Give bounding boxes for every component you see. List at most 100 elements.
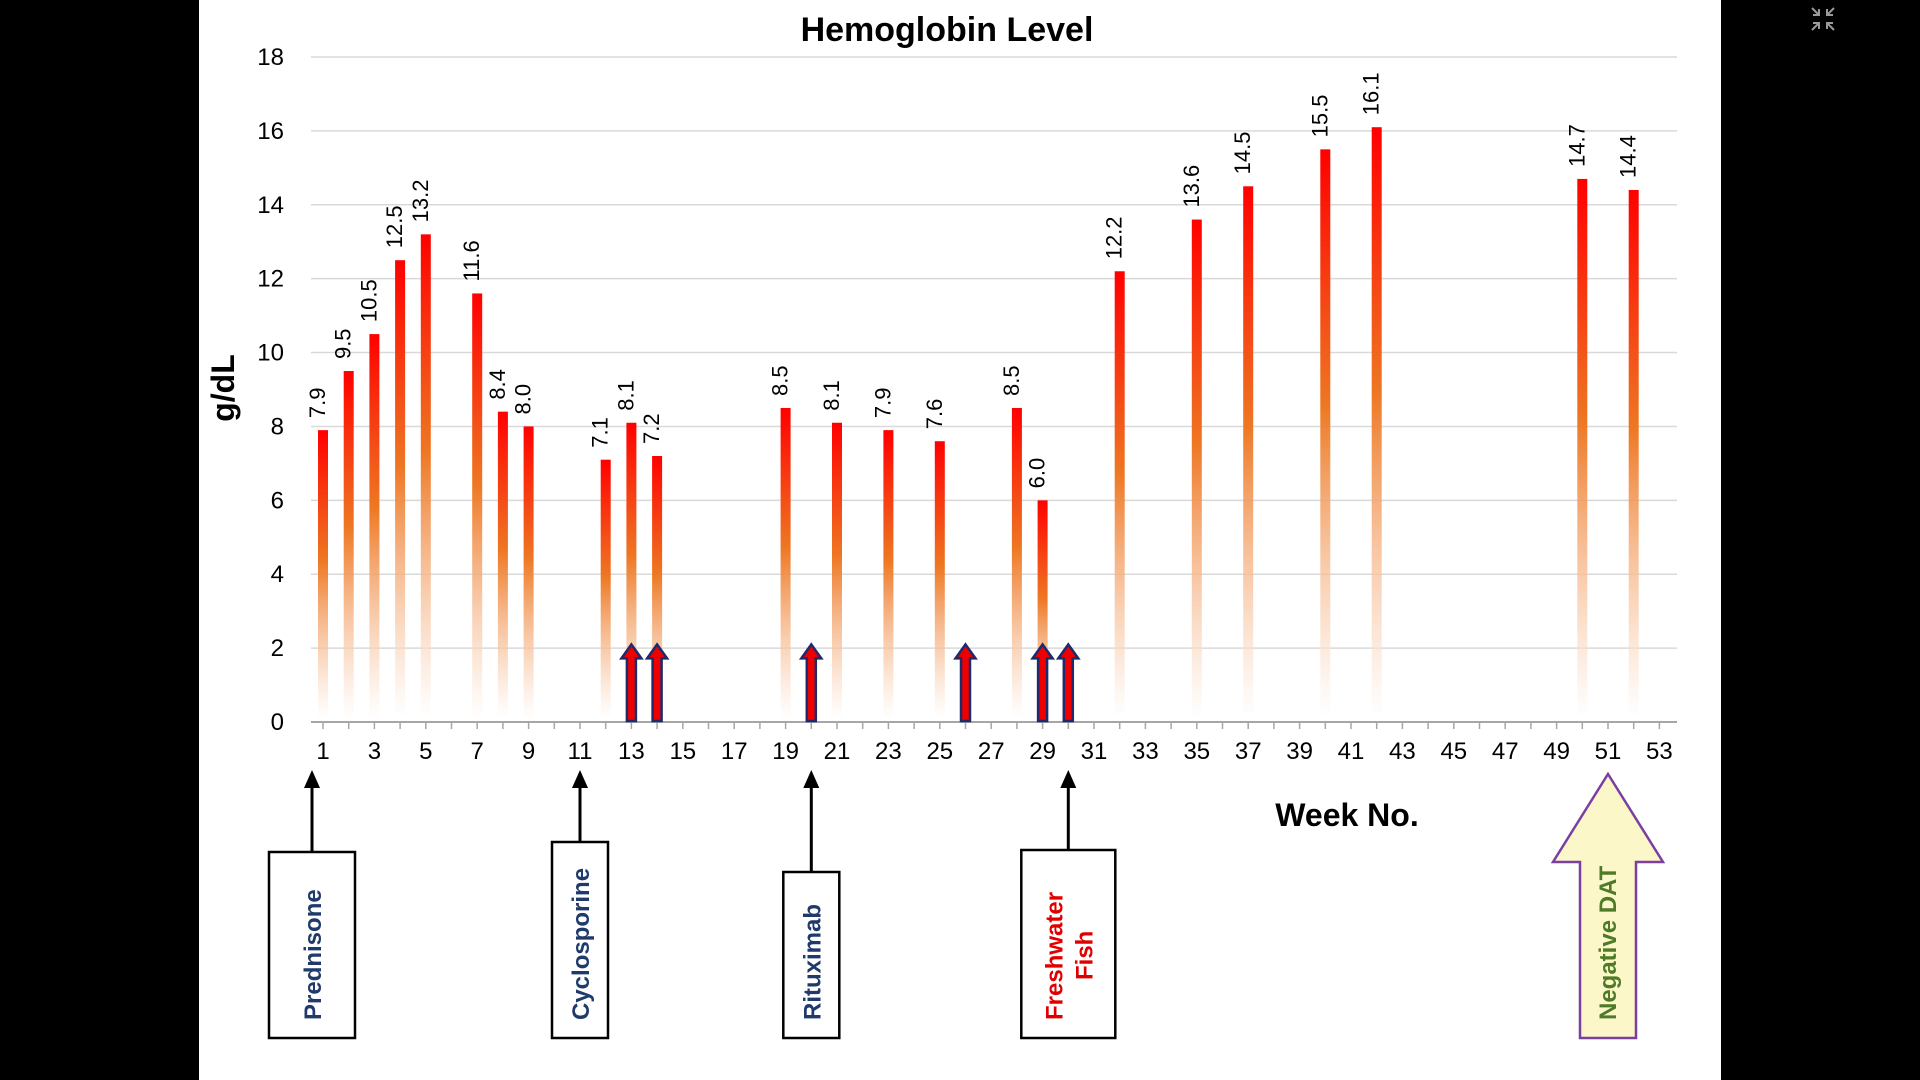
data-label: 7.1 — [588, 417, 613, 448]
data-label: 12.2 — [1102, 216, 1127, 259]
x-tick-label: 41 — [1338, 738, 1365, 765]
data-label: 8.5 — [999, 365, 1024, 396]
hemoglobin-chart: Hemoglobin Level 7.9 9.510.5 12.513.2 11.6 8… — [205, 11, 1677, 1040]
negative-dat-arrow-icon — [1550, 771, 1666, 1040]
transfusion-arrow-icon — [644, 642, 670, 723]
y-tick-label: 2 — [271, 635, 284, 662]
transfusion-arrow-icon — [1030, 642, 1056, 723]
x-tick-label: 23 — [875, 738, 902, 765]
data-label: 14.5 — [1230, 131, 1255, 174]
annotation-label: Cyclosporine — [568, 868, 595, 1020]
bar — [883, 430, 894, 718]
bar — [1037, 500, 1048, 718]
data-label: 15.5 — [1307, 95, 1332, 138]
y-tick-label: 6 — [271, 487, 284, 514]
x-tick-label: 43 — [1389, 738, 1416, 765]
x-tick-label: 11 — [568, 738, 593, 765]
data-label: 10.5 — [356, 279, 381, 322]
x-tick-label: 9 — [522, 738, 535, 765]
transfusion-arrow-icon — [798, 642, 824, 723]
x-tick-label: 7 — [471, 738, 484, 765]
data-label: 11.6 — [459, 240, 484, 281]
annotation-label: Negative DAT — [1595, 865, 1622, 1020]
bar — [652, 456, 663, 718]
x-tick-label: 1 — [316, 738, 329, 765]
x-tick-label: 47 — [1492, 738, 1519, 765]
data-label: 8.1 — [819, 380, 844, 411]
data-label: 7.6 — [922, 399, 947, 430]
x-tick-label: 53 — [1646, 738, 1673, 765]
x-tick-label: 3 — [368, 738, 381, 765]
bar — [497, 411, 508, 718]
bar — [1628, 190, 1639, 718]
bar — [343, 371, 354, 718]
bar — [395, 260, 406, 718]
data-label: 14.7 — [1564, 124, 1589, 167]
x-tick-label: 39 — [1286, 738, 1313, 765]
data-label: 14.4 — [1616, 135, 1641, 178]
annotation-arrowhead-icon — [572, 770, 588, 788]
x-tick-label: 13 — [618, 738, 645, 765]
data-label: 7.2 — [639, 413, 664, 444]
x-tick-label: 5 — [419, 738, 432, 765]
x-tick-label: 17 — [721, 738, 748, 765]
data-label: 9.5 — [331, 328, 356, 359]
bar — [420, 234, 431, 719]
bars — [318, 127, 1639, 719]
x-tick-label: 51 — [1595, 738, 1622, 765]
data-label: 12.5 — [382, 205, 407, 248]
x-tick-label: 45 — [1440, 738, 1467, 765]
bar — [1191, 219, 1202, 719]
y-axis-label: g/dL — [205, 354, 241, 422]
data-label: 6.0 — [1025, 458, 1050, 489]
transfusion-arrow-icon — [953, 642, 978, 723]
y-tick-label: 8 — [271, 413, 284, 440]
x-tick-label: 37 — [1235, 738, 1262, 765]
y-tick-label: 10 — [257, 340, 284, 367]
bar — [472, 293, 483, 718]
chart-slide: Hemoglobin Level 7.9 9.5 10.5 12.5 13.2 11.6 8… — [199, 0, 1721, 1080]
bar — [626, 422, 637, 718]
transfusion-arrow-icon — [618, 642, 644, 723]
bar — [369, 334, 380, 718]
annotation-box — [267, 850, 357, 1040]
bar — [523, 426, 534, 718]
annotation-label: Rituximab — [799, 904, 826, 1020]
x-tick-label: 27 — [978, 738, 1005, 765]
data-label: 8.4 — [485, 369, 510, 400]
data-label: 8.0 — [511, 384, 536, 415]
data-label: 7.9 — [870, 388, 895, 419]
y-tick-label: 18 — [257, 44, 284, 71]
x-tick-label: 33 — [1132, 738, 1159, 765]
annotation-arrowhead-icon — [1060, 770, 1077, 788]
x-tick-label: 29 — [1029, 738, 1056, 765]
x-tick-label: 15 — [669, 738, 696, 765]
y-tick-label: 16 — [257, 118, 284, 145]
bar — [832, 422, 842, 718]
annotation-box — [1020, 848, 1117, 1040]
x-tick-label: 31 — [1081, 738, 1108, 765]
bar — [318, 430, 328, 718]
annotation-arrowhead-icon — [304, 770, 320, 788]
data-label: 7.9 — [305, 388, 330, 419]
data-label: 8.5 — [768, 365, 793, 396]
y-tick-label: 12 — [257, 266, 284, 293]
y-tick-label: 4 — [271, 561, 284, 588]
y-tick-label: 14 — [257, 192, 284, 219]
x-axis-label: Week No. — [1275, 797, 1418, 833]
y-tick-label: 0 — [271, 709, 284, 736]
chart-title: Hemoglobin Level — [801, 11, 1094, 49]
x-tick-label: 25 — [926, 738, 953, 765]
bar — [1243, 186, 1254, 719]
exit-fullscreen-icon[interactable] — [1810, 6, 1836, 32]
annotation-label: Fish — [1071, 931, 1098, 980]
x-tick-label: 19 — [772, 738, 799, 765]
x-tick-label: 21 — [824, 738, 851, 765]
annotation-box — [782, 870, 841, 1040]
annotation-label: Freshwater — [1041, 892, 1068, 1020]
x-tick-label: 49 — [1543, 738, 1570, 765]
gridlines — [311, 56, 1677, 649]
transfusion-arrows — [618, 642, 1081, 723]
data-label: 8.1 — [613, 380, 638, 411]
